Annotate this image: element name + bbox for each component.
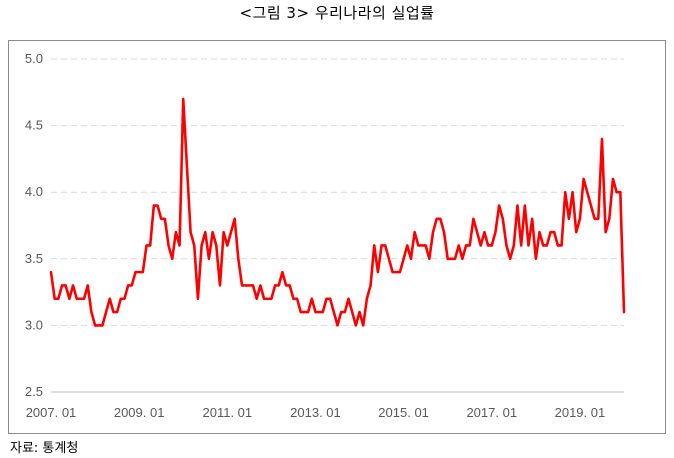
x-tick-label: 2013. 01 (290, 405, 341, 420)
x-tick-label: 2019. 01 (555, 405, 606, 420)
source-note: 자료: 통계청 (10, 441, 79, 456)
x-tick-label: 2015. 01 (378, 405, 429, 420)
y-tick-label: 3.0 (25, 317, 43, 332)
line-chart: 2.5 3.0 3.5 4.0 4.5 5.0 2007. 01 2009. 01 2011. … (25, 51, 626, 420)
x-tick-label: 2017. 01 (466, 405, 517, 420)
chart-area: 2.5 3.0 3.5 4.0 4.5 5.0 2007. 01 2009. 01 2011. … (8, 40, 666, 434)
x-tick-label: 2009. 01 (114, 405, 165, 420)
unemployment-rate-line (49, 97, 626, 327)
y-tick-label: 3.5 (25, 251, 43, 266)
x-tick-label: 2007. 01 (26, 405, 77, 420)
y-tick-label: 4.5 (25, 118, 43, 133)
y-tick-label: 5.0 (25, 51, 43, 66)
y-tick-label: 2.5 (25, 384, 43, 399)
chart-title: <그림 3> 우리나라의 실업률 (239, 4, 435, 22)
y-tick-label: 4.0 (25, 184, 43, 199)
x-tick-label: 2011. 01 (202, 405, 252, 420)
